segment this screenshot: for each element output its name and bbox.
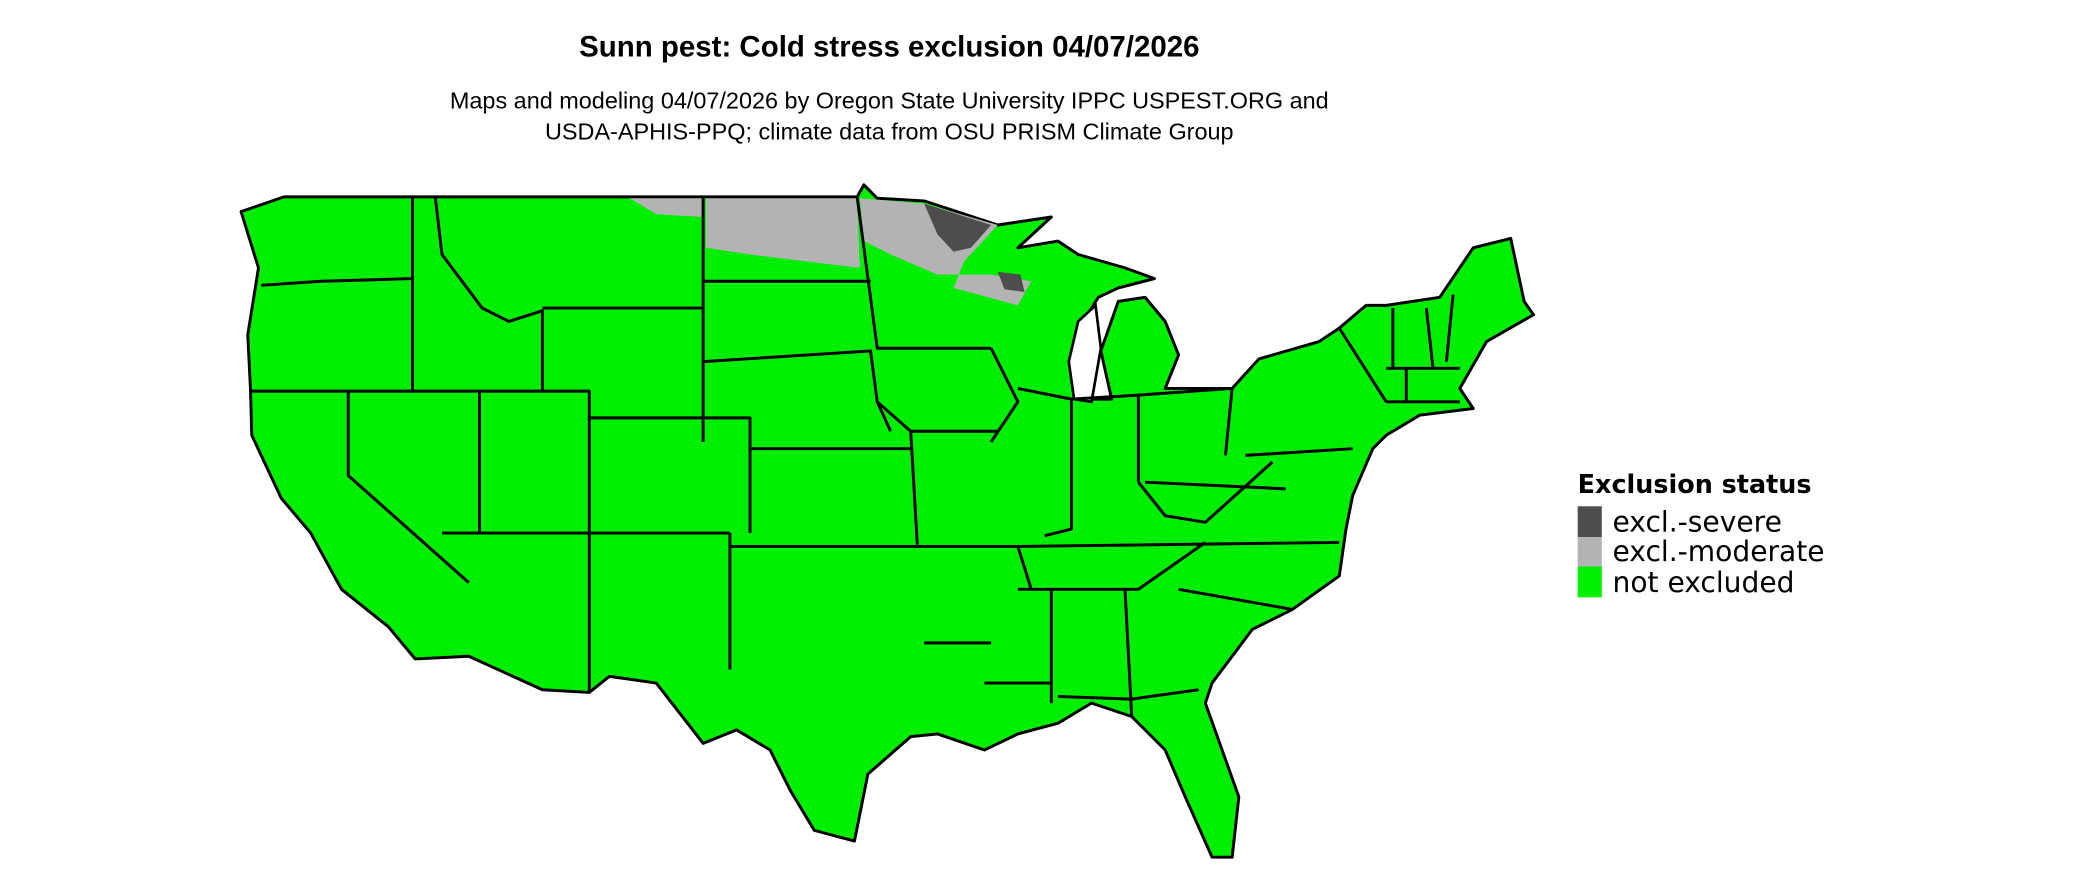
lake-michigan — [1067, 302, 1103, 404]
us-land-not-excluded — [239, 183, 1535, 859]
legend-label-severe: excl.-severe — [1613, 506, 1782, 539]
us-map — [239, 183, 1535, 859]
legend: Exclusion status excl.-severe excl.-mode… — [1577, 469, 1825, 599]
legend-label-not-excluded: not excluded — [1613, 566, 1795, 599]
excluded-severe-areas — [924, 203, 1025, 292]
state-boundaries — [250, 196, 1460, 717]
map-subtitle-line-2: USDA-APHIS-PPQ; climate data from OSU PR… — [545, 118, 1234, 144]
map-subtitle-line-1: Maps and modeling 04/07/2026 by Oregon S… — [450, 88, 1329, 114]
map-title: Sunn pest: Cold stress exclusion 04/07/2… — [579, 30, 1199, 63]
legend-swatch-moderate — [1577, 537, 1602, 567]
legend-title: Exclusion status — [1578, 469, 1812, 499]
legend-swatch-severe — [1577, 506, 1602, 538]
legend-swatch-not-excluded — [1577, 566, 1602, 598]
legend-label-moderate: excl.-moderate — [1613, 535, 1825, 568]
